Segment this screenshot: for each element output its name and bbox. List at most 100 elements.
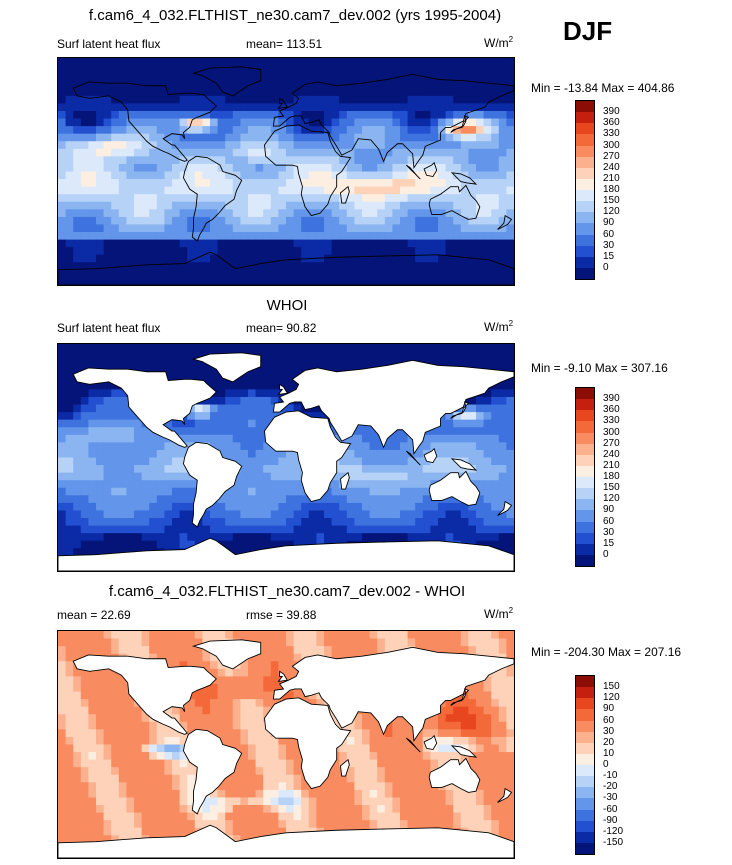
colorbar-swatch <box>576 245 594 257</box>
colorbar-swatch <box>576 809 594 821</box>
colorbar-tick-label: 150 <box>603 482 620 494</box>
colorbar-tick-label: 180 <box>603 471 620 482</box>
panel-2-mean-label: mean= 90.82 <box>246 321 317 335</box>
colorbar-tick-label: 90 <box>603 217 615 229</box>
colorbar-swatch <box>576 543 594 555</box>
colorbar-swatch <box>576 709 594 721</box>
colorbar-swatch <box>576 201 594 213</box>
colorbar-tick-label: 150 <box>603 681 620 693</box>
colorbar-tick-label: 120 <box>603 206 620 218</box>
colorbar-swatch <box>576 731 594 743</box>
colorbar-swatch <box>576 178 594 190</box>
panel-2-minmax: Min = -9.10 Max = 307.16 <box>531 361 668 375</box>
colorbar-tick-label: 210 <box>603 459 620 471</box>
panel-2-variable-label: Surf latent heat flux <box>57 321 161 335</box>
panel-1-colorbar <box>575 100 595 280</box>
field-cells <box>58 58 514 285</box>
colorbar-tick-label: 180 <box>603 184 620 195</box>
panel-1-variable-label: Surf latent heat flux <box>57 37 161 51</box>
colorbar-tick-label: 300 <box>603 139 620 151</box>
colorbar-tick-label: 60 <box>603 714 615 726</box>
colorbar-tick-label: 30 <box>603 239 615 251</box>
colorbar-tick-label: 60 <box>603 515 615 527</box>
colorbar-tick-label: 360 <box>603 404 620 416</box>
coastlines <box>58 639 514 858</box>
colorbar-swatch <box>576 753 594 765</box>
colorbar-swatch <box>576 234 594 246</box>
colorbar-tick-label: 30 <box>603 725 615 737</box>
season-label: DJF <box>563 16 613 46</box>
panel-1-map <box>57 57 515 286</box>
colorbar-tick-label: 10 <box>603 747 615 759</box>
colorbar-tick-label: 390 <box>603 106 620 118</box>
colorbar-tick-label: 0 <box>603 261 609 273</box>
panel-3-mean-label: mean = 22.69 <box>57 608 131 622</box>
colorbar-swatch <box>576 267 594 279</box>
colorbar-swatch <box>576 787 594 799</box>
colorbar-tick-label: 270 <box>603 437 620 449</box>
panel-2-title: WHOI <box>266 297 308 314</box>
colorbar-tick-label: -60 <box>603 803 618 815</box>
colorbar-tick-label: 330 <box>603 415 620 427</box>
colorbar-tick-label: 240 <box>603 161 620 173</box>
colorbar-swatch <box>576 223 594 235</box>
panel-3-title: f.cam6_4_032.FLTHIST_ne30.cam7_dev.002 -… <box>108 583 466 600</box>
colorbar-swatch <box>576 532 594 544</box>
colorbar-swatch <box>576 465 594 477</box>
colorbar-tick-label: 120 <box>603 493 620 505</box>
panel-3-units: W/m2 <box>484 606 514 621</box>
colorbar-tick-label: 300 <box>603 426 620 438</box>
colorbar-tick-label: 270 <box>603 150 620 162</box>
colorbar-tick-label: 15 <box>603 250 615 262</box>
panel-2-colorbar <box>575 387 595 567</box>
colorbar-swatch <box>576 510 594 522</box>
colorbar-tick-label: -30 <box>603 792 618 804</box>
panel-1-minmax: Min = -13.84 Max = 404.86 <box>531 81 675 95</box>
colorbar-tick-label: 390 <box>603 393 620 405</box>
colorbar-swatch <box>576 720 594 732</box>
colorbar-swatch <box>576 410 594 422</box>
map-field <box>58 344 514 571</box>
colorbar-tick-label: 150 <box>603 195 620 207</box>
map-field <box>58 58 514 285</box>
colorbar-swatch <box>576 488 594 500</box>
colorbar-swatch <box>576 687 594 699</box>
coastlines <box>58 66 514 285</box>
panel-2-units: W/m2 <box>484 319 514 334</box>
panel-1-mean-label: mean= 113.51 <box>246 37 323 51</box>
colorbar-tick-label: 90 <box>603 504 615 516</box>
colorbar-tick-label: -120 <box>603 825 624 837</box>
colorbar-swatch <box>576 798 594 810</box>
colorbar-swatch <box>576 477 594 489</box>
colorbar-swatch <box>576 112 594 124</box>
colorbar-swatch <box>576 190 594 202</box>
colorbar-swatch <box>576 521 594 533</box>
panel-3-colorbar <box>575 675 595 855</box>
colorbar-swatch <box>576 443 594 455</box>
colorbar-swatch <box>576 454 594 466</box>
colorbar-tick-label: 120 <box>603 692 620 704</box>
colorbar-swatch <box>576 212 594 224</box>
colorbar-tick-label: -90 <box>603 814 618 826</box>
colorbar-swatch <box>576 742 594 754</box>
colorbar-swatch <box>576 432 594 444</box>
colorbar-tick-label: 90 <box>603 703 615 715</box>
colorbar-swatch <box>576 123 594 135</box>
colorbar-swatch <box>576 156 594 168</box>
colorbar-swatch <box>576 101 594 113</box>
colorbar-tick-label: 0 <box>603 759 609 770</box>
colorbar-tick-label: -20 <box>603 781 618 793</box>
colorbar-swatch <box>576 388 594 400</box>
colorbar-tick-label: 240 <box>603 448 620 460</box>
panel-3-map <box>57 630 515 859</box>
panel-2-map <box>57 343 515 572</box>
colorbar-tick-label: 30 <box>603 526 615 538</box>
colorbar-tick-label: 0 <box>603 548 609 560</box>
colorbar-swatch <box>576 134 594 146</box>
colorbar-swatch <box>576 167 594 179</box>
colorbar-swatch <box>576 820 594 832</box>
colorbar-tick-label: 360 <box>603 117 620 129</box>
panel-1-title: f.cam6_4_032.FLTHIST_ne30.cam7_dev.002 (… <box>88 7 502 24</box>
colorbar-swatch <box>576 676 594 688</box>
colorbar-tick-label: -150 <box>603 836 624 848</box>
